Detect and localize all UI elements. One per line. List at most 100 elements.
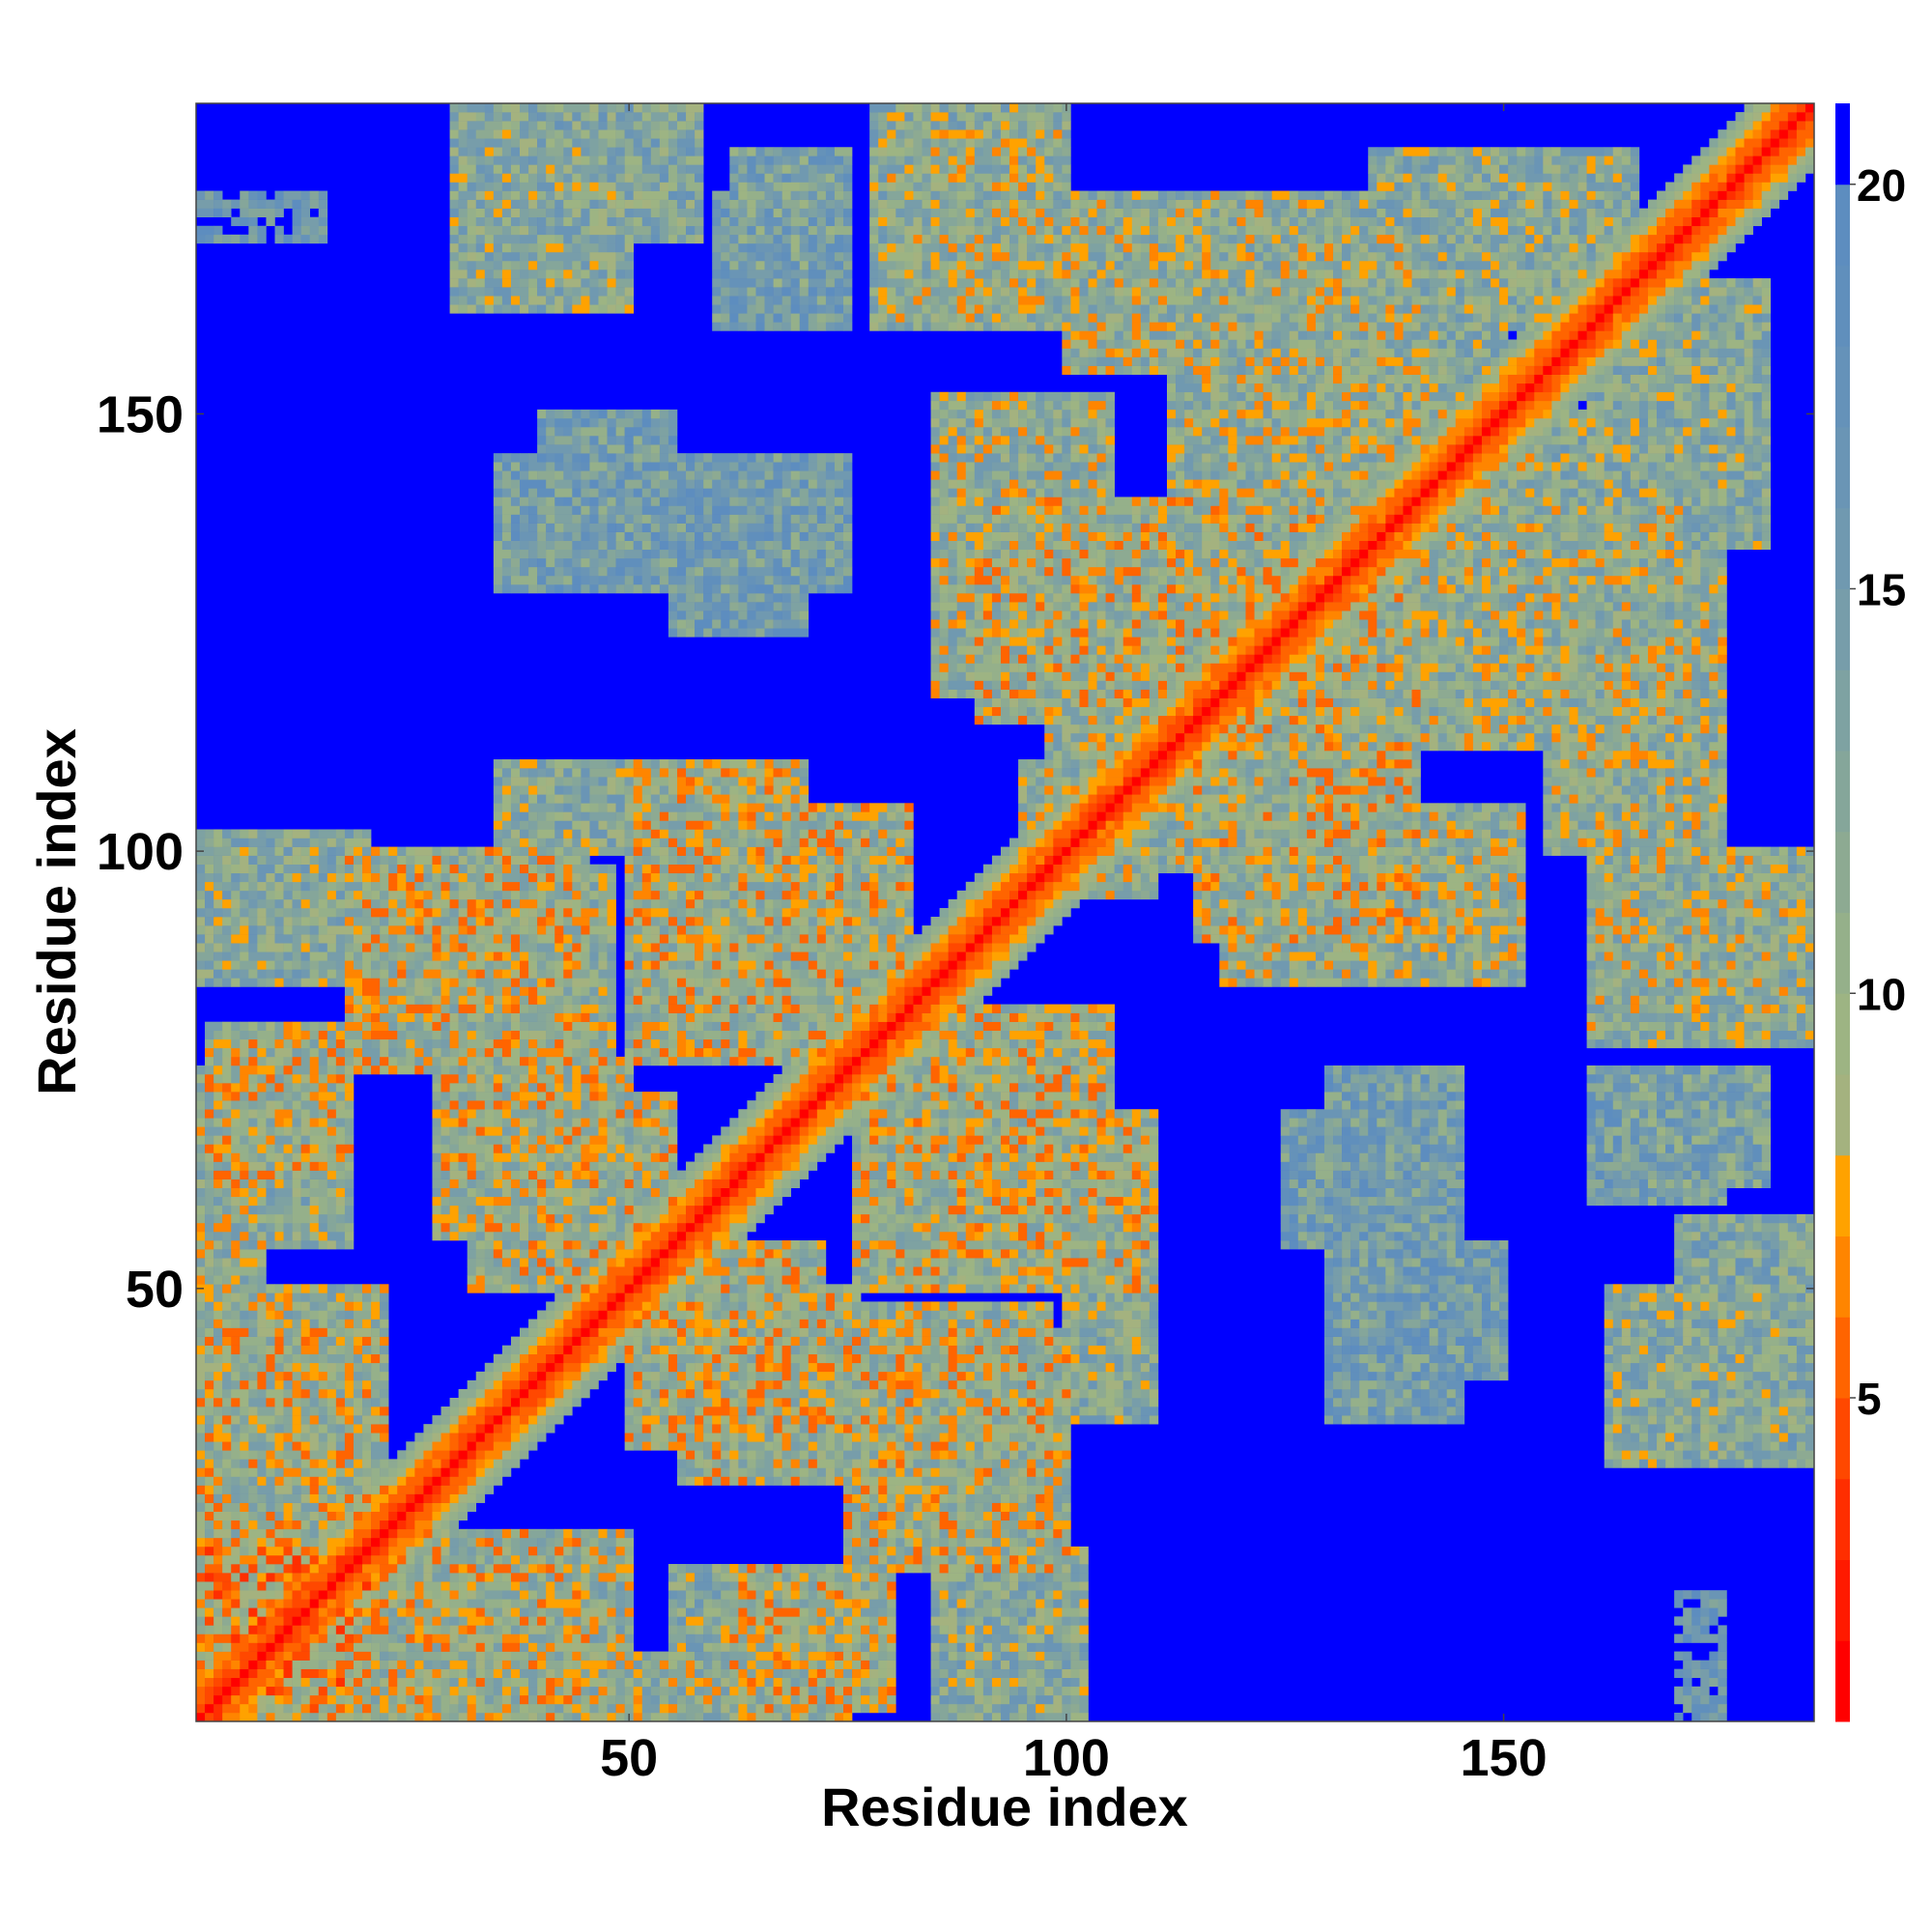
- heatmap-cell: [318, 1319, 328, 1328]
- heatmap-cell: [292, 1686, 301, 1696]
- heatmap-cell: [869, 1310, 879, 1320]
- heatmap-cell: [335, 1441, 346, 1451]
- heatmap-cell: [1149, 1353, 1159, 1364]
- heatmap-cell: [930, 1511, 940, 1521]
- heatmap-cell: [1009, 1406, 1019, 1416]
- heatmap-cell: [808, 1398, 818, 1407]
- heatmap-cell: [213, 1266, 223, 1276]
- heatmap-cell: [738, 1607, 748, 1617]
- heatmap-cell: [956, 1266, 976, 1276]
- heatmap-cell: [1018, 1642, 1028, 1652]
- heatmap-cell: [869, 1520, 879, 1530]
- heatmap-cell: [878, 1319, 896, 1328]
- heatmap-cell: [380, 1616, 389, 1626]
- heatmap-cell: [266, 1537, 275, 1548]
- heatmap-cell: [248, 1476, 258, 1486]
- heatmap-cell: [213, 1379, 223, 1390]
- heatmap-cell: [292, 1398, 301, 1407]
- heatmap-cell: [1000, 1642, 1010, 1652]
- heatmap-cell: [703, 1424, 713, 1434]
- heatmap-cell: [537, 1677, 547, 1688]
- heatmap-cell: [266, 1467, 275, 1477]
- heatmap-cell: [1114, 1353, 1124, 1364]
- heatmap-cell: [721, 1651, 730, 1661]
- heatmap-cell: [695, 1668, 704, 1679]
- heatmap-cell: [362, 1694, 372, 1705]
- heatmap-cell: [607, 1581, 616, 1591]
- heatmap-cell: [257, 1546, 267, 1556]
- heatmap-cell: [1323, 1371, 1334, 1381]
- heatmap-cell: [240, 1319, 249, 1328]
- heatmap-cell: [581, 1712, 590, 1722]
- heatmap-cell: [816, 1677, 827, 1688]
- heatmap-cell: [266, 1301, 275, 1311]
- heatmap-cell: [475, 1441, 495, 1451]
- heatmap-cell: [205, 1467, 214, 1477]
- heatmap-cell: [1665, 1424, 1684, 1434]
- heatmap-cell: [598, 1554, 608, 1565]
- heatmap-cell: [1044, 1573, 1054, 1582]
- heatmap-cell: [440, 1485, 459, 1494]
- heatmap-cell: [213, 1634, 232, 1643]
- heatmap-cell: [1018, 1520, 1037, 1530]
- heatmap-cell: [589, 1607, 599, 1617]
- heatmap-cell: [852, 1546, 862, 1556]
- heatmap-cell: [589, 1581, 599, 1591]
- heatmap-cell: [1665, 1336, 1675, 1346]
- heatmap-cell: [205, 1686, 214, 1696]
- heatmap-cell: [659, 1310, 669, 1320]
- heatmap-cell: [205, 1476, 214, 1486]
- heatmap-cell: [659, 1371, 669, 1381]
- heatmap-cell: [283, 1319, 293, 1328]
- heatmap-cell: [852, 1275, 862, 1285]
- heatmap-cell: [834, 1379, 844, 1390]
- heatmap-cell: [449, 1607, 459, 1617]
- heatmap-cell: [904, 1450, 914, 1460]
- heatmap-cell: [1691, 1660, 1701, 1669]
- heatmap-cell: [965, 1616, 976, 1626]
- heatmap-cell: [939, 1284, 949, 1293]
- heatmap-cell: [948, 1599, 957, 1608]
- heatmap-cell: [1036, 1345, 1045, 1355]
- heatmap-cell: [231, 1379, 241, 1390]
- heatmap-cell: [353, 1450, 363, 1460]
- heatmap-cell: [458, 1694, 468, 1705]
- heatmap-cell: [695, 1607, 704, 1617]
- heatmap-cell: [475, 1266, 486, 1276]
- heatmap-cell: [205, 1520, 214, 1530]
- heatmap-cell: [712, 1694, 722, 1705]
- heatmap-cell: [887, 1371, 896, 1381]
- heatmap-cell: [834, 1459, 844, 1468]
- heatmap-cell: [292, 1424, 301, 1434]
- heatmap-cell: [300, 1415, 310, 1425]
- heatmap-cell: [1446, 1371, 1457, 1381]
- heatmap-cell: [1000, 1327, 1010, 1337]
- heatmap-cell: [1638, 1415, 1649, 1425]
- heatmap-cell: [257, 1686, 267, 1696]
- heatmap-cell: [878, 1388, 888, 1399]
- heatmap-cell: [1079, 1345, 1089, 1355]
- heatmap-cell: [1036, 1573, 1045, 1582]
- heatmap-cell: [1761, 1459, 1780, 1468]
- heatmap-cell: [371, 1590, 381, 1600]
- heatmap-cell: [484, 1459, 495, 1468]
- heatmap-cell: [196, 1651, 206, 1661]
- heatmap-cell: [659, 1668, 669, 1679]
- heatmap-cell: [825, 1712, 836, 1722]
- heatmap-cell: [344, 1293, 355, 1302]
- heatmap-cell: [825, 1433, 836, 1442]
- heatmap-cell: [205, 1564, 223, 1574]
- heatmap-cell: [196, 1625, 206, 1634]
- heatmap-cell: [493, 1703, 503, 1714]
- heatmap-cell: [1027, 1590, 1037, 1600]
- heatmap-cell: [1709, 1703, 1719, 1714]
- heatmap-cell: [965, 1511, 976, 1521]
- heatmap-cell: [1700, 1686, 1710, 1696]
- heatmap-cell: [747, 1327, 756, 1337]
- heatmap-cell: [1036, 1511, 1045, 1521]
- heatmap-cell: [948, 1459, 957, 1468]
- heatmap-cell: [825, 1467, 836, 1477]
- heatmap-cell: [362, 1433, 372, 1442]
- heatmap-cell: [327, 1379, 337, 1390]
- heatmap-cell: [1018, 1546, 1028, 1556]
